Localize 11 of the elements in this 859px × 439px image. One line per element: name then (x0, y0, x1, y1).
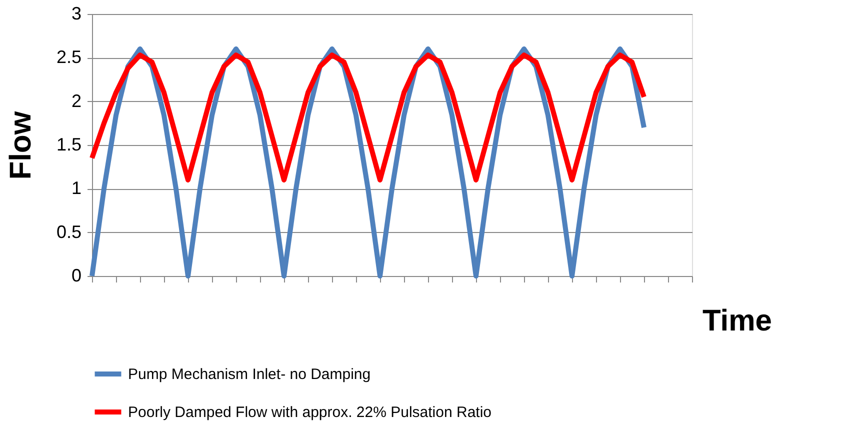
legend-label: Pump Mechanism Inlet- no Damping (128, 366, 371, 383)
y-tick-label: 0 (71, 266, 82, 286)
y-tick-label: 2.5 (56, 47, 82, 68)
legend-label: Poorly Damped Flow with approx. 22% Pulsation Ratio (128, 404, 492, 421)
y-tick-label: 3 (71, 4, 82, 24)
y-axis-title: Flow (4, 110, 38, 180)
y-tick-label: 1 (71, 178, 82, 198)
y-tick-label: 1.5 (56, 134, 82, 154)
y-tick-label: 0.5 (56, 222, 82, 242)
x-axis-title: Time (702, 304, 772, 338)
y-tick-label: 2 (71, 90, 82, 111)
